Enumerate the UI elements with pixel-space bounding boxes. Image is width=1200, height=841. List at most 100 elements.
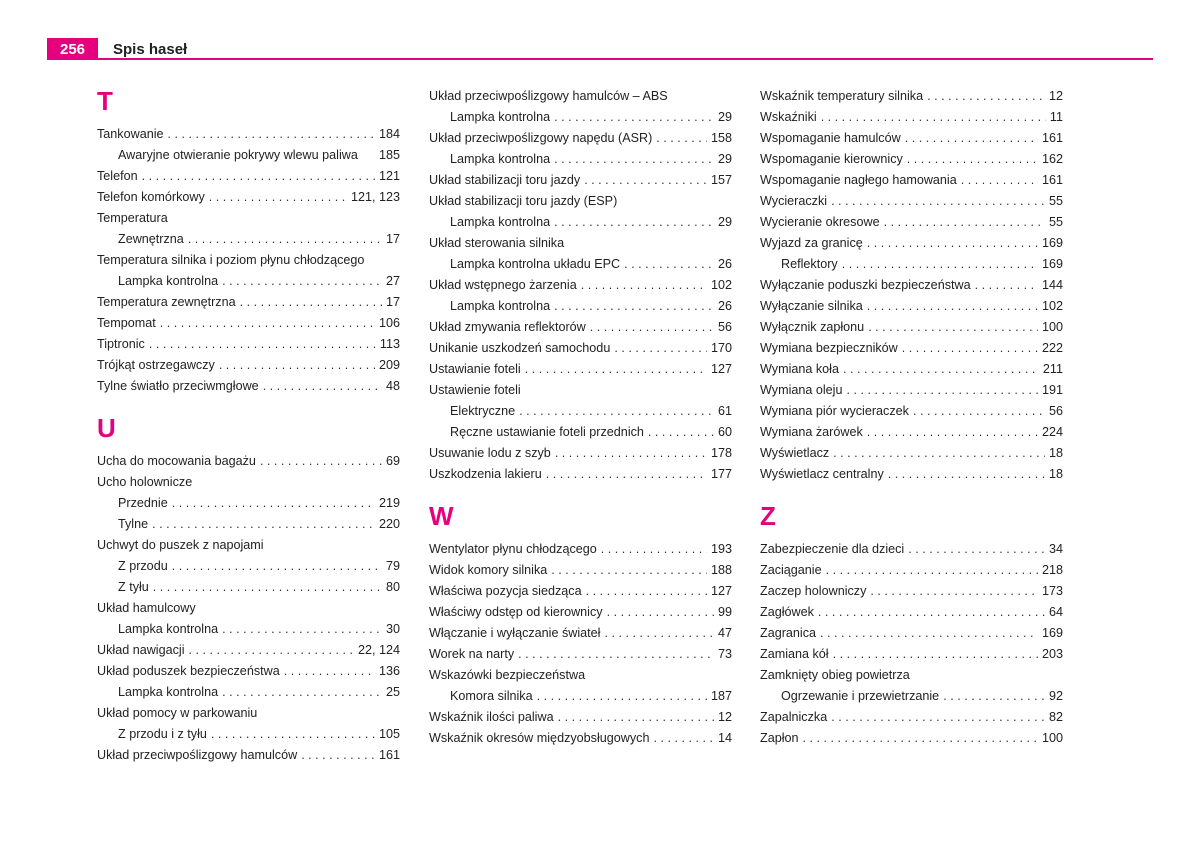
dot-leader — [284, 661, 375, 682]
entry-label: Włączanie i wyłączanie świateł — [429, 626, 601, 640]
dot-leader — [868, 317, 1038, 338]
dot-leader — [554, 212, 714, 233]
entry-label: Wskaźniki — [760, 110, 817, 124]
index-subentry: Ręczne ustawianie foteli przednich 60 — [429, 422, 732, 443]
entry-label: Zamknięty obieg powietrza — [760, 668, 910, 682]
dot-leader — [586, 581, 707, 602]
entry-label: Wymiana żarówek — [760, 425, 863, 439]
entry-page-number: 102 — [710, 278, 732, 292]
index-entry: Układ stabilizacji toru jazdy 157 — [429, 170, 732, 191]
entry-page-number: 100 — [1041, 731, 1063, 745]
index-entry: Układ przeciwpoślizgowy hamulców 161 — [97, 745, 400, 766]
index-entry: Ucha do mocowania bagażu 69 — [97, 451, 400, 472]
index-subentry: Z przodu 79 — [97, 556, 400, 577]
index-entry: Zagranica 169 — [760, 623, 1063, 644]
entry-page-number: 69 — [385, 454, 400, 468]
entry-label: Zapalniczka — [760, 710, 828, 724]
entry-page-number: 73 — [717, 647, 732, 661]
index-entry: Wymiana żarówek 224 — [760, 422, 1063, 443]
dot-leader — [168, 124, 375, 145]
index-entry: Wyjazd za granicę 169 — [760, 233, 1063, 254]
entry-label: Ręczne ustawianie foteli przednich — [450, 425, 644, 439]
index-entry: Wskaźnik temperatury silnika 12 — [760, 86, 1063, 107]
entry-page-number: 17 — [385, 295, 400, 309]
dot-leader — [554, 149, 714, 170]
dot-leader — [584, 170, 707, 191]
entry-label: Tiptronic — [97, 337, 145, 351]
dot-leader — [907, 149, 1038, 170]
dot-leader — [803, 728, 1038, 749]
dot-leader — [581, 275, 707, 296]
dot-leader — [601, 539, 707, 560]
index-entry: Wskaźniki 11 — [760, 107, 1063, 128]
header-divider — [47, 58, 1153, 60]
dot-leader — [624, 254, 714, 275]
index-subentry: Lampka kontrolna układu EPC 26 — [429, 254, 732, 275]
entry-label: Ogrzewanie i przewietrzanie — [781, 689, 940, 703]
dot-leader — [927, 86, 1045, 107]
entry-page-number: 185 — [378, 148, 400, 162]
entry-label: Wycieraczki — [760, 194, 828, 208]
dot-leader — [188, 229, 382, 250]
dot-leader — [551, 560, 707, 581]
dot-leader — [831, 707, 1045, 728]
dot-leader — [820, 623, 1038, 644]
index-entry: Wskazówki bezpieczeństwa — [429, 665, 732, 686]
entry-page-number: 211 — [1042, 362, 1063, 376]
entry-label: Układ wstępnego żarzenia — [429, 278, 577, 292]
entry-label: Ucha do mocowania bagażu — [97, 454, 256, 468]
dot-leader — [826, 560, 1038, 581]
dot-leader — [260, 451, 382, 472]
dot-leader — [614, 338, 707, 359]
entry-page-number: 161 — [1041, 173, 1063, 187]
entry-label: Właściwa pozycja siedząca — [429, 584, 582, 598]
entry-page-number: 17 — [385, 232, 400, 246]
page-number: 256 — [47, 38, 98, 60]
entry-label: Wskaźnik temperatury silnika — [760, 89, 924, 103]
dot-leader — [537, 686, 707, 707]
entry-label: Wyłączanie poduszki bezpieczeństwa — [760, 278, 971, 292]
entry-page-number: 26 — [717, 299, 732, 313]
entry-label: Z przodu — [118, 559, 168, 573]
dot-leader — [884, 212, 1045, 233]
entry-page-number: 26 — [717, 257, 732, 271]
index-subentry: Zewnętrzna 17 — [97, 229, 400, 250]
index-entry: Zabezpieczenie dla dzieci 34 — [760, 539, 1063, 560]
dot-leader — [902, 338, 1038, 359]
entry-label: Układ poduszek bezpieczeństwa — [97, 664, 280, 678]
section-letter: Z — [760, 501, 776, 531]
index-entry: Tankowanie 184 — [97, 124, 400, 145]
entry-label: Wymiana oleju — [760, 383, 843, 397]
section-letter: W — [429, 501, 454, 531]
dot-leader — [831, 191, 1045, 212]
entry-label: Z tyłu — [118, 580, 149, 594]
entry-page-number: 55 — [1048, 215, 1063, 229]
index-entry: Wyświetlacz centralny 18 — [760, 464, 1063, 485]
dot-leader — [908, 539, 1045, 560]
entry-page-number: 169 — [1041, 236, 1063, 250]
entry-label: Wspomaganie hamulców — [760, 131, 901, 145]
entry-label: Układ stabilizacji toru jazdy (ESP) — [429, 194, 618, 208]
index-entry: Układ poduszek bezpieczeństwa 136 — [97, 661, 400, 682]
dot-leader — [219, 355, 375, 376]
entry-page-number: 29 — [717, 110, 732, 124]
entry-label: Lampka kontrolna — [450, 110, 551, 124]
index-entry: Wspomaganie hamulców 161 — [760, 128, 1063, 149]
entry-label: Lampka kontrolna — [450, 152, 551, 166]
entry-label: Komora silnika — [450, 689, 533, 703]
entry-label: Lampka kontrolna — [450, 299, 551, 313]
entry-label: Wspomaganie nagłego hamowania — [760, 173, 957, 187]
dot-leader — [905, 128, 1038, 149]
index-entry: Temperatura zewnętrzna 17 — [97, 292, 400, 313]
index-entry: Wymiana oleju 191 — [760, 380, 1063, 401]
index-entry: Ucho holownicze — [97, 472, 400, 493]
entry-page-number: 187 — [710, 689, 732, 703]
index-entry: Wyłączanie silnika 102 — [760, 296, 1063, 317]
entry-page-number: 56 — [717, 320, 732, 334]
entry-label: Lampka kontrolna — [118, 685, 219, 699]
index-entry: Układ wstępnego żarzenia 102 — [429, 275, 732, 296]
index-entry: Układ przeciwpoślizgowy hamulców – ABS — [429, 86, 732, 107]
index-subentry: Lampka kontrolna 25 — [97, 682, 400, 703]
index-entry: Wymiana koła 211 — [760, 359, 1063, 380]
dot-leader — [558, 707, 714, 728]
